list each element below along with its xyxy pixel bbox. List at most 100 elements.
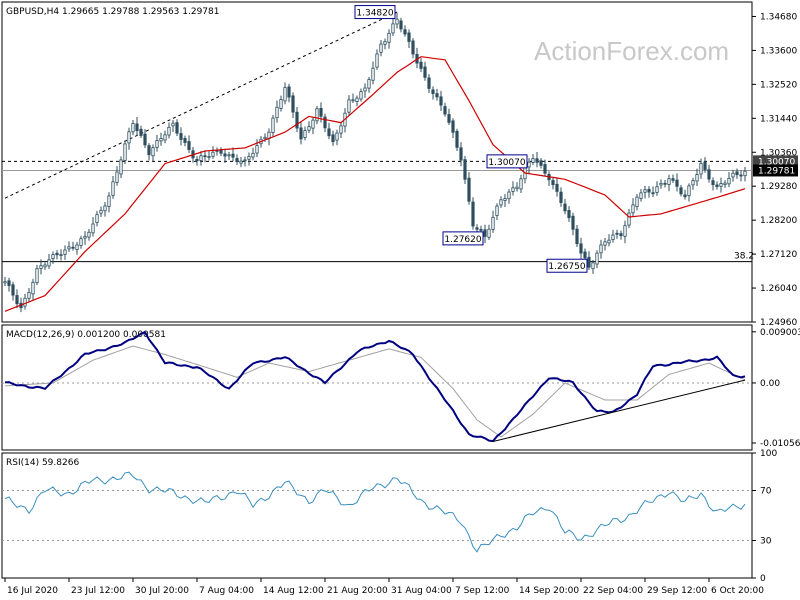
candle-body	[519, 178, 523, 190]
candle-body	[223, 153, 227, 157]
candle-body	[379, 43, 383, 53]
candle-body	[627, 212, 631, 226]
candle-body	[535, 158, 539, 163]
candle-body	[571, 215, 575, 230]
candle-body	[63, 249, 67, 255]
price-annotation-3: 1.26750	[546, 258, 588, 273]
candle-body	[383, 41, 387, 45]
main-series: 38.2 1.34820 1.30070 1.27620 1.26750	[2, 5, 754, 313]
candle-body	[67, 246, 71, 250]
candle-body	[395, 18, 399, 25]
candle-body	[423, 66, 427, 78]
candle-body	[567, 210, 571, 219]
candle-body	[59, 254, 63, 256]
candle-body	[619, 233, 623, 237]
candle-body	[443, 106, 447, 115]
candle-body	[675, 179, 679, 187]
candle-body	[319, 107, 323, 117]
candle-body	[151, 147, 155, 157]
candle-body	[635, 196, 639, 207]
candle-body	[231, 153, 235, 158]
candle-body	[167, 126, 171, 136]
candle-body	[247, 156, 251, 160]
candle-body	[687, 185, 691, 197]
candle-body	[147, 145, 151, 156]
x-tick-label-10: 29 Sep 12:00	[647, 586, 707, 596]
candle-body	[55, 252, 59, 256]
price-badge-bg-1	[753, 164, 798, 177]
candle-body	[499, 199, 503, 206]
candle-body	[399, 20, 403, 30]
candle-body	[7, 280, 11, 286]
x-tick-label-2: 30 Jul 20:00	[135, 586, 189, 596]
watermark: ActionForex.com	[534, 36, 729, 66]
candle-body	[387, 32, 391, 43]
candle-body	[539, 160, 543, 166]
candle-body	[127, 131, 131, 144]
candle-body	[227, 154, 231, 157]
candle-body	[271, 117, 275, 133]
candle-body	[87, 231, 91, 238]
candle-body	[495, 205, 499, 216]
candle-body	[575, 228, 579, 245]
x-tick-label-5: 21 Aug 20:00	[327, 586, 388, 596]
candle-body	[731, 172, 735, 178]
candle-body	[211, 151, 215, 157]
candle-body	[507, 191, 511, 200]
candle-body	[459, 147, 463, 161]
candle-body	[111, 181, 115, 196]
candle-body	[375, 53, 379, 68]
candle-body	[323, 116, 327, 129]
candle-body	[303, 130, 307, 138]
x-tick-label-8: 14 Sep 20:00	[519, 586, 579, 596]
candle-body	[707, 169, 711, 180]
price-badge-bg-0	[753, 155, 798, 168]
candle-body	[95, 214, 99, 223]
candle-body	[503, 198, 507, 201]
macd-line	[4, 330, 746, 443]
candle-body	[487, 228, 491, 238]
candle-body	[431, 89, 435, 95]
candle-body	[631, 204, 635, 214]
candle-body	[131, 123, 135, 133]
candle-body	[119, 159, 123, 175]
candle-body	[723, 182, 727, 185]
candle-body	[647, 188, 651, 193]
candle-body	[47, 259, 51, 267]
candle-body	[103, 205, 107, 212]
candle-body	[255, 145, 259, 154]
candle-body	[371, 67, 375, 81]
candle-body	[643, 189, 647, 193]
candle-body	[311, 119, 315, 129]
price-badge-0: 1.30070	[758, 157, 795, 167]
annotation-box	[442, 231, 484, 246]
candle-body	[587, 256, 591, 268]
candle-body	[743, 170, 747, 177]
candle-body	[651, 192, 655, 195]
candle-body	[175, 122, 179, 134]
candle-body	[511, 187, 515, 192]
axes: 1.34680 1.33600 1.32520 1.31440 1.30360 1.292…	[4, 12, 800, 596]
candle-body	[35, 268, 39, 284]
macd-panel-frame	[1, 324, 753, 451]
candle-body	[691, 180, 695, 186]
candle-body	[279, 99, 283, 109]
candle-body	[275, 106, 279, 119]
candle-body	[359, 91, 363, 100]
main-y-tick-label-9: 1.24960	[760, 318, 797, 328]
candle-body	[435, 93, 439, 98]
candle-body	[407, 32, 411, 42]
candle-body	[603, 241, 607, 246]
candle-body	[559, 191, 563, 203]
price-annotation-1: 1.30070	[486, 154, 528, 169]
rsi-line	[4, 471, 746, 553]
candle-body	[403, 29, 407, 35]
candle-body	[699, 163, 703, 175]
candle-body	[419, 61, 423, 69]
candle-body	[683, 194, 687, 198]
x-tick-label-6: 31 Aug 04:00	[391, 586, 452, 596]
x-tick-label-0: 16 Jul 2020	[7, 586, 58, 596]
candle-body	[551, 180, 555, 186]
candle-body	[439, 96, 443, 106]
candle-body	[679, 187, 683, 195]
